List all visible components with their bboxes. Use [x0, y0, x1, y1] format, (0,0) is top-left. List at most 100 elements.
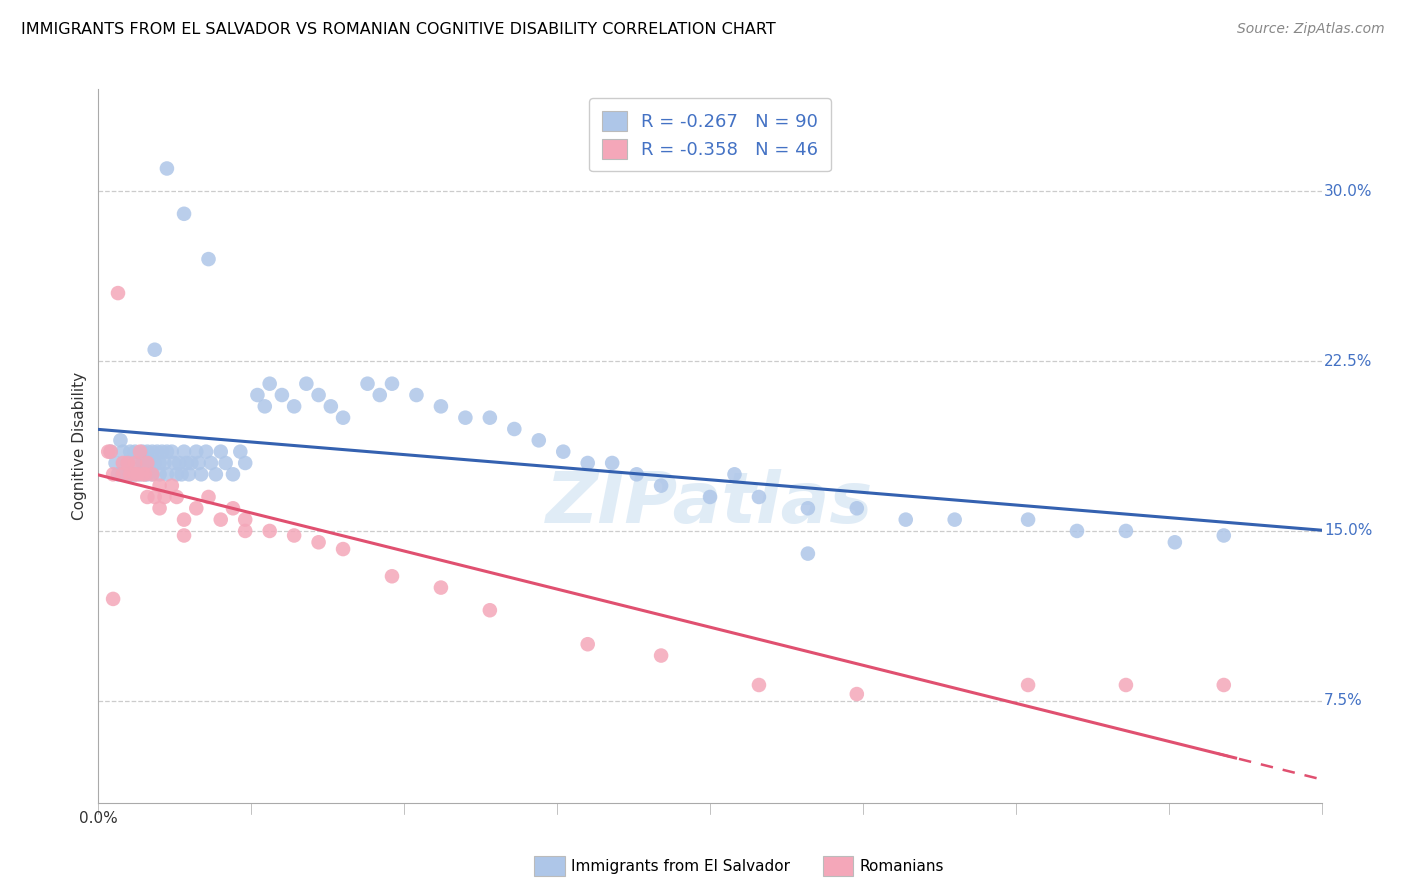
Point	[283, 400, 305, 414]
Point	[626, 467, 648, 482]
Point	[723, 467, 745, 482]
Point	[209, 444, 232, 458]
Point	[229, 444, 252, 458]
Point	[430, 581, 453, 595]
Point	[167, 456, 190, 470]
Point	[101, 467, 124, 482]
Point	[149, 467, 172, 482]
Point	[149, 478, 172, 492]
Point	[143, 490, 166, 504]
Point	[124, 444, 146, 458]
Point	[308, 388, 330, 402]
Point	[173, 444, 195, 458]
Point	[270, 388, 294, 402]
Point	[319, 400, 342, 414]
Point	[368, 388, 391, 402]
Point	[111, 467, 134, 482]
Point	[173, 513, 195, 527]
Point	[356, 376, 378, 391]
Point	[107, 286, 129, 301]
Point	[177, 467, 200, 482]
Point	[163, 456, 186, 470]
Point	[190, 467, 212, 482]
Text: 0.0%: 0.0%	[79, 812, 118, 826]
Point	[186, 444, 208, 458]
Point	[214, 456, 236, 470]
Point	[120, 467, 142, 482]
Point	[195, 444, 218, 458]
Point	[233, 456, 256, 470]
Point	[233, 513, 256, 527]
Point	[156, 161, 179, 176]
Point	[405, 388, 427, 402]
Point	[111, 467, 134, 482]
Point	[246, 388, 269, 402]
Point	[153, 490, 176, 504]
Point	[136, 467, 159, 482]
Point	[166, 467, 188, 482]
Point	[120, 467, 142, 482]
Point	[650, 648, 672, 663]
Point	[136, 456, 159, 470]
Point	[332, 542, 354, 557]
Point	[283, 528, 305, 542]
Point	[1066, 524, 1088, 538]
Point	[699, 490, 721, 504]
Point	[143, 343, 166, 357]
Point	[160, 478, 183, 492]
Point	[139, 456, 162, 470]
Point	[153, 456, 176, 470]
Point	[124, 467, 146, 482]
Point	[127, 467, 149, 482]
Point	[129, 467, 152, 482]
Point	[131, 467, 153, 482]
Point	[100, 444, 122, 458]
Point	[187, 456, 209, 470]
Point	[170, 467, 193, 482]
Text: Immigrants from El Salvador: Immigrants from El Salvador	[571, 859, 790, 873]
Point	[259, 524, 281, 538]
Text: 30.0%: 30.0%	[1324, 184, 1372, 199]
Point	[146, 444, 169, 458]
Point	[156, 444, 179, 458]
Point	[1164, 535, 1187, 549]
Point	[173, 207, 195, 221]
Point	[127, 456, 149, 470]
Point	[117, 456, 139, 470]
Point	[478, 410, 501, 425]
Point	[129, 444, 152, 458]
Point	[197, 252, 219, 266]
Point	[1017, 513, 1039, 527]
Point	[110, 434, 132, 448]
Point	[141, 444, 163, 458]
Text: 15.0%: 15.0%	[1324, 524, 1372, 539]
Point	[454, 410, 477, 425]
Point	[1115, 524, 1137, 538]
Point	[117, 456, 139, 470]
Text: IMMIGRANTS FROM EL SALVADOR VS ROMANIAN COGNITIVE DISABILITY CORRELATION CHART: IMMIGRANTS FROM EL SALVADOR VS ROMANIAN …	[21, 22, 776, 37]
Point	[111, 444, 134, 458]
Point	[176, 456, 198, 470]
Point	[233, 524, 256, 538]
Point	[503, 422, 526, 436]
Point	[200, 456, 222, 470]
Point	[97, 444, 120, 458]
Point	[120, 444, 142, 458]
Point	[156, 467, 179, 482]
Point	[381, 376, 404, 391]
Text: 7.5%: 7.5%	[1324, 693, 1362, 708]
Point	[205, 467, 228, 482]
Point	[141, 467, 163, 482]
Point	[576, 456, 599, 470]
Point	[131, 444, 153, 458]
Point	[104, 456, 127, 470]
Point	[748, 678, 770, 692]
Point	[576, 637, 599, 651]
Point	[797, 547, 820, 561]
Point	[332, 410, 354, 425]
Point	[180, 456, 202, 470]
Point	[141, 467, 163, 482]
Point	[478, 603, 501, 617]
Point	[149, 456, 172, 470]
Point	[527, 434, 550, 448]
